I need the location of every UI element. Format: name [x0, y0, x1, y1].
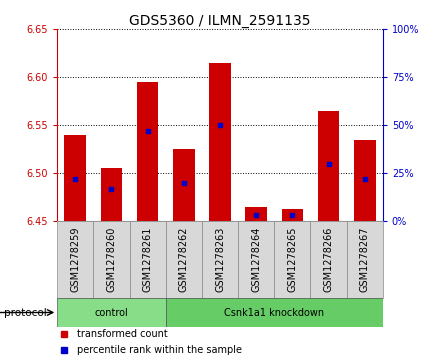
Bar	[173, 149, 194, 221]
Text: transformed count: transformed count	[77, 329, 168, 339]
Text: GSM1278263: GSM1278263	[215, 227, 225, 292]
Text: GSM1278267: GSM1278267	[360, 227, 370, 293]
Bar	[137, 82, 158, 221]
Bar	[282, 209, 303, 221]
Text: GSM1278266: GSM1278266	[323, 227, 334, 292]
Bar	[57, 298, 166, 327]
Text: percentile rank within the sample: percentile rank within the sample	[77, 345, 242, 355]
Bar	[129, 221, 166, 298]
Text: protocol: protocol	[4, 307, 47, 318]
Bar	[238, 221, 274, 298]
Bar	[64, 135, 86, 221]
Text: GSM1278259: GSM1278259	[70, 227, 80, 293]
Bar	[202, 221, 238, 298]
Bar	[347, 221, 383, 298]
Bar	[318, 111, 339, 221]
Bar	[311, 221, 347, 298]
Bar	[93, 221, 129, 298]
Text: GSM1278264: GSM1278264	[251, 227, 261, 292]
Bar	[354, 139, 376, 221]
Text: control: control	[95, 307, 128, 318]
Text: GSM1278260: GSM1278260	[106, 227, 117, 292]
Text: GSM1278265: GSM1278265	[287, 227, 297, 293]
Title: GDS5360 / ILMN_2591135: GDS5360 / ILMN_2591135	[129, 14, 311, 28]
Text: GSM1278261: GSM1278261	[143, 227, 153, 292]
Text: Csnk1a1 knockdown: Csnk1a1 knockdown	[224, 307, 324, 318]
Bar	[166, 298, 383, 327]
Bar	[246, 207, 267, 221]
Bar	[209, 63, 231, 221]
Bar	[57, 221, 93, 298]
Bar	[101, 168, 122, 221]
Bar	[274, 221, 311, 298]
Bar	[166, 221, 202, 298]
Text: GSM1278262: GSM1278262	[179, 227, 189, 293]
